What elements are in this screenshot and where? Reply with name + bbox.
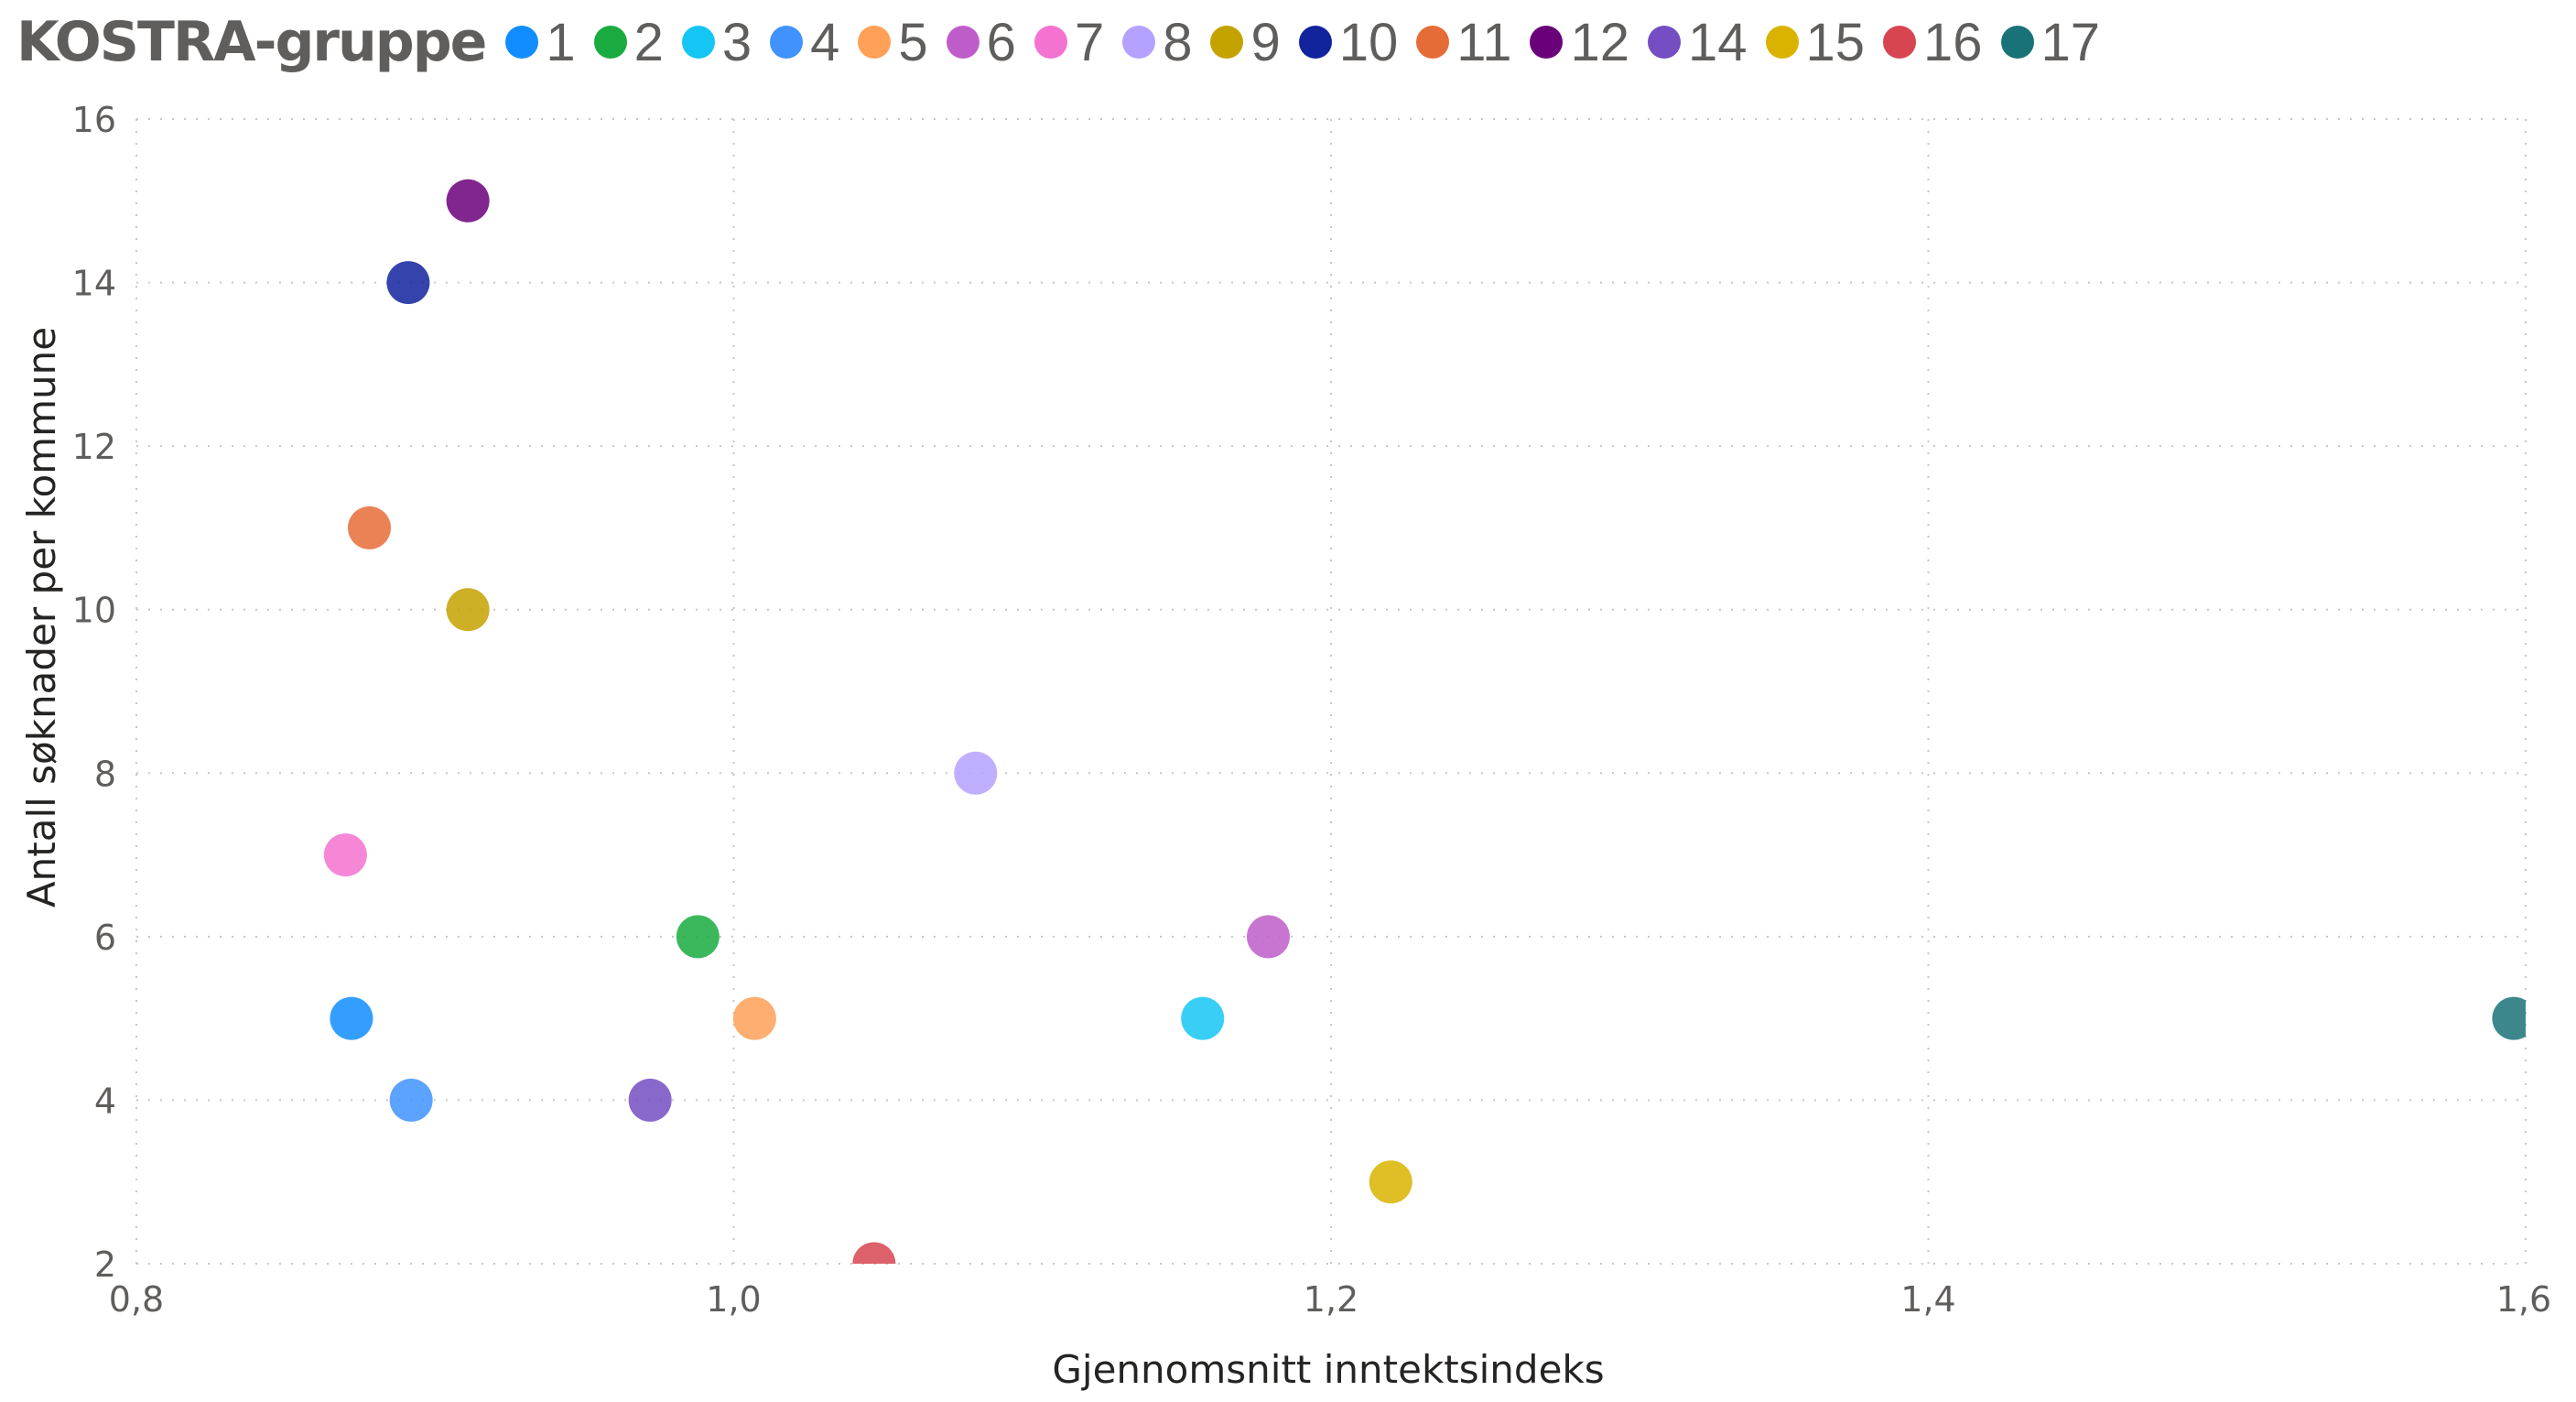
legend-marker-icon — [2000, 26, 2034, 59]
data-point-kostra-12[interactable] — [446, 179, 490, 223]
data-point-kostra-8[interactable] — [954, 751, 998, 795]
legend-item-1[interactable]: 1 — [505, 12, 576, 73]
legend-item-6[interactable]: 6 — [946, 12, 1016, 73]
legend-label: 6 — [986, 12, 1016, 72]
y-tick-label: 6 — [94, 918, 116, 958]
legend-label: 14 — [1687, 12, 1748, 72]
x-axis-ticks: 0,8 1,0 1,2 1,4 1,6 — [109, 1279, 2551, 1320]
legend-label: 12 — [1570, 12, 1629, 72]
legend-item-14[interactable]: 14 — [1647, 12, 1748, 73]
legend-label: 10 — [1338, 12, 1399, 72]
data-point-kostra-10[interactable] — [386, 261, 430, 305]
legend-label: 7 — [1074, 12, 1105, 72]
y-tick-label: 4 — [94, 1081, 116, 1121]
legend-marker-icon — [1122, 26, 1156, 59]
legend-label: 15 — [1805, 12, 1866, 72]
data-point-kostra-15[interactable] — [1369, 1160, 1412, 1204]
data-point-kostra-1[interactable] — [330, 996, 373, 1040]
data-points — [323, 179, 2535, 1286]
data-point-kostra-7[interactable] — [323, 833, 367, 877]
legend-item-3[interactable]: 3 — [681, 12, 752, 73]
data-point-kostra-4[interactable] — [389, 1078, 433, 1122]
legend-item-9[interactable]: 9 — [1210, 12, 1281, 73]
legend-item-12[interactable]: 12 — [1530, 12, 1629, 73]
legend-marker-icon — [1647, 26, 1681, 59]
legend-marker-icon — [1034, 26, 1067, 59]
data-point-kostra-11[interactable] — [347, 505, 391, 549]
y-tick-label: 8 — [94, 754, 116, 794]
legend-marker-icon — [593, 26, 627, 59]
x-tick-label: 1,4 — [1900, 1279, 1955, 1320]
legend-items: 1 2 3 4 5 6 7 8 9 10 11 12 14 15 16 17 — [505, 12, 2118, 73]
legend-label: 17 — [2040, 12, 2101, 72]
y-tick-label: 12 — [72, 427, 116, 467]
legend-item-5[interactable]: 5 — [858, 12, 928, 73]
legend-marker-icon — [1298, 26, 1332, 59]
legend-label: 3 — [721, 12, 752, 72]
y-tick-label: 10 — [72, 591, 116, 631]
legend-marker-icon — [946, 26, 980, 59]
legend-label: 5 — [898, 12, 928, 72]
data-point-kostra-9[interactable] — [446, 588, 490, 632]
y-axis-ticks: 2 4 6 8 10 12 14 16 — [72, 100, 116, 1285]
legend-marker-icon — [858, 26, 892, 59]
y-tick-label: 16 — [72, 100, 116, 140]
x-axis-title: Gjennomsnitt inntektsindeks — [1052, 1347, 1604, 1392]
y-tick-label: 14 — [72, 264, 116, 304]
legend-item-4[interactable]: 4 — [770, 12, 839, 73]
legend-marker-icon — [1883, 26, 1917, 59]
legend-label: 8 — [1163, 12, 1193, 72]
legend-item-7[interactable]: 7 — [1034, 12, 1104, 73]
legend-label: 11 — [1456, 12, 1512, 72]
legend-item-17[interactable]: 17 — [2000, 12, 2101, 73]
data-point-kostra-5[interactable] — [732, 996, 776, 1040]
legend-item-2[interactable]: 2 — [593, 12, 664, 73]
data-point-kostra-2[interactable] — [676, 915, 720, 959]
data-point-kostra-3[interactable] — [1181, 996, 1225, 1040]
legend-label: 16 — [1923, 12, 1983, 72]
x-tick-label: 1,0 — [706, 1279, 761, 1320]
legend-item-8[interactable]: 8 — [1122, 12, 1192, 73]
legend-marker-icon — [770, 26, 804, 59]
legend-marker-icon — [505, 26, 539, 59]
legend-marker-icon — [1416, 26, 1450, 59]
legend-item-10[interactable]: 10 — [1298, 12, 1399, 73]
legend-label: 4 — [810, 12, 840, 72]
data-point-kostra-17[interactable] — [2492, 996, 2535, 1040]
data-point-kostra-6[interactable] — [1246, 915, 1290, 959]
data-point-kostra-14[interactable] — [628, 1078, 672, 1122]
data-point-kostra-16[interactable] — [852, 1242, 896, 1286]
legend-item-16[interactable]: 16 — [1883, 12, 1983, 73]
legend-title: KOSTRA-gruppe — [16, 10, 487, 74]
legend-marker-icon — [1530, 26, 1564, 59]
gridlines — [135, 118, 2527, 1265]
legend: KOSTRA-gruppe 1 2 3 4 5 6 7 8 9 10 11 12 14 15 16 17 — [16, 0, 2118, 84]
x-tick-label: 0,8 — [109, 1279, 164, 1320]
x-tick-label: 1,6 — [2496, 1279, 2551, 1320]
legend-item-11[interactable]: 11 — [1416, 12, 1511, 73]
legend-label: 1 — [546, 12, 576, 72]
y-tick-label: 2 — [94, 1244, 116, 1285]
legend-marker-icon — [1210, 26, 1244, 59]
y-axis-title: Antall søknader per kommune — [19, 327, 64, 907]
legend-label: 9 — [1250, 12, 1281, 72]
x-tick-label: 1,2 — [1304, 1279, 1358, 1320]
legend-item-15[interactable]: 15 — [1765, 12, 1866, 73]
legend-label: 2 — [633, 12, 664, 72]
legend-marker-icon — [1765, 26, 1799, 59]
legend-marker-icon — [681, 26, 715, 59]
